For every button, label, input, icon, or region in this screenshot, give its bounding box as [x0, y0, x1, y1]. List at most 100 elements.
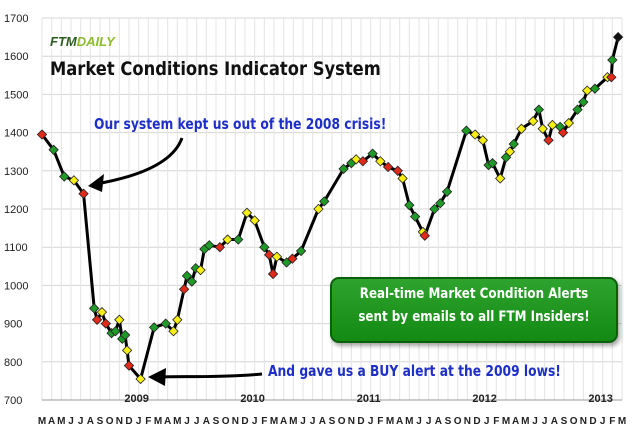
data-point-marker — [204, 240, 215, 251]
data-point-marker — [495, 173, 506, 184]
arrow-bottom-curve — [159, 372, 263, 379]
y-tick-label: 1700 — [4, 13, 28, 25]
data-point-marker — [557, 127, 569, 138]
data-point-marker — [148, 322, 160, 333]
x-tick-label: J — [542, 416, 548, 427]
logo-daily: DAILY — [76, 34, 115, 49]
x-tick-label: F — [261, 416, 267, 427]
x-tick-label: D — [473, 416, 480, 427]
x-tick-label: A — [48, 416, 55, 427]
data-point-marker — [195, 264, 206, 276]
y-tick-label: 1300 — [4, 166, 28, 178]
data-point-marker — [110, 326, 121, 337]
data-point-marker — [172, 314, 183, 325]
callout-line-2: sent by emails to all FTM Insiders! — [358, 309, 590, 325]
x-tick-label: M — [173, 416, 181, 427]
data-point-marker — [59, 171, 70, 182]
data-point-marker — [181, 270, 193, 282]
data-point-marker — [190, 263, 201, 274]
annotation-2009-buy: And gave us a BUY alert at the 2009 lows… — [268, 362, 561, 380]
x-tick-label: S — [445, 416, 452, 427]
y-tick-label: 1200 — [4, 204, 28, 216]
data-point-marker — [477, 135, 488, 146]
x-tick-label: J — [310, 416, 316, 427]
data-point-marker — [78, 188, 89, 199]
x-tick-label: N — [116, 416, 123, 427]
y-tick-label: 700 — [4, 395, 22, 407]
callout-line-1: Real-time Market Condition Alerts — [359, 286, 589, 302]
y-axis-tick-labels: 700 800 900 1000 1100 1200 1300 1400 1500 1600 170… — [4, 13, 28, 407]
x-axis-year-labels: 2009 2010 2011 2012 2013 — [124, 393, 612, 405]
data-point-marker — [264, 249, 275, 261]
x-tick-label: F — [377, 416, 383, 427]
x-tick-label: D — [125, 416, 132, 427]
arrow-top-head — [88, 174, 104, 192]
data-point-marker — [96, 306, 108, 318]
data-point-marker — [516, 123, 527, 134]
data-point-marker — [295, 245, 307, 257]
data-point-marker — [287, 253, 298, 264]
x-tick-label: O — [338, 416, 346, 427]
data-point-marker — [214, 242, 226, 253]
data-point-marker — [367, 148, 378, 159]
annotation-arrows — [88, 137, 263, 386]
data-point-marker — [537, 123, 548, 134]
x-tick-label: A — [280, 416, 287, 427]
data-point-marker — [135, 373, 146, 385]
x-tick-label: M — [521, 416, 529, 427]
data-point-marker — [375, 156, 386, 167]
y-tick-label: 1600 — [4, 51, 28, 63]
x-tick-label: A — [512, 416, 519, 427]
y-tick-label: 1000 — [4, 280, 28, 292]
y-tick-label: 1500 — [4, 89, 28, 101]
arrow-bottom-head — [148, 368, 166, 386]
x-tick-label: J — [368, 416, 374, 427]
data-point-marker — [397, 173, 408, 184]
data-point-marker — [578, 96, 589, 108]
data-point-marker — [123, 360, 135, 371]
arrow-top-curve — [95, 137, 184, 186]
x-tick-label: J — [484, 416, 490, 427]
data-point-marker — [267, 268, 279, 280]
data-point-marker — [487, 157, 498, 169]
annotation-2008-crisis: Our system kept us out of the 2008 crisi… — [94, 115, 387, 133]
x-tick-label: D — [357, 416, 364, 427]
data-point-marker — [351, 154, 362, 165]
data-point-marker — [259, 242, 270, 253]
x-tick-label: F — [493, 416, 499, 427]
data-point-marker — [68, 175, 80, 186]
x-tick-label: O — [454, 416, 462, 427]
data-point-marker — [429, 203, 440, 215]
data-point-marker — [271, 251, 283, 262]
x-tick-label: N — [580, 416, 587, 427]
y-tick-label: 1100 — [4, 242, 28, 254]
data-point-marker — [409, 211, 421, 222]
x-tick-label: J — [532, 416, 538, 427]
x-tick-label: J — [68, 416, 74, 427]
year-label: 2013 — [588, 393, 612, 405]
data-point-marker — [233, 234, 244, 245]
x-tick-label: M — [270, 416, 278, 427]
year-label: 2009 — [124, 393, 148, 405]
data-point-marker — [533, 104, 545, 115]
x-tick-label: J — [194, 416, 200, 427]
data-point-marker — [547, 119, 558, 131]
data-point-marker — [404, 200, 415, 211]
data-point-marker — [178, 284, 190, 295]
data-point-marker — [249, 215, 260, 226]
x-tick-label: A — [203, 416, 210, 427]
x-tick-label: S — [329, 416, 336, 427]
data-point-marker — [563, 117, 574, 129]
x-tick-label: N — [464, 416, 471, 427]
data-point-marker — [319, 196, 330, 207]
x-tick-label: S — [561, 416, 568, 427]
x-tick-label: A — [396, 416, 403, 427]
x-tick-label: A — [87, 416, 94, 427]
data-point-marker — [36, 129, 48, 140]
x-tick-label: S — [97, 416, 104, 427]
data-point-marker — [160, 318, 171, 329]
x-tick-label: J — [600, 416, 606, 427]
x-tick-label: O — [222, 416, 230, 427]
